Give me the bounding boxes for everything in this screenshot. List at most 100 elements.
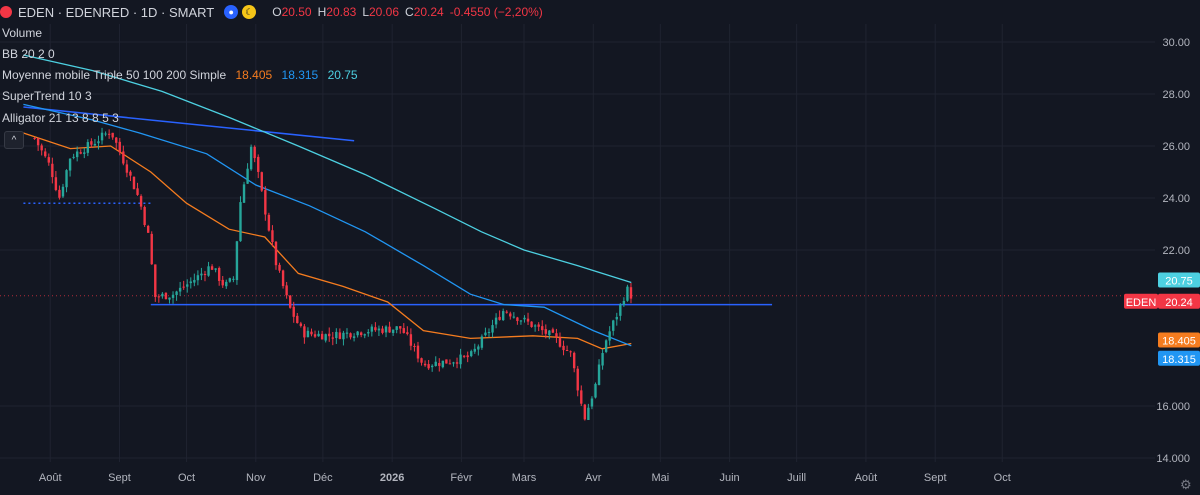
candle-body <box>594 383 597 398</box>
candle-body <box>491 325 494 333</box>
candle-body <box>434 361 437 367</box>
candle-body <box>239 202 242 242</box>
legend-supertrend[interactable]: SuperTrend 10 3 <box>2 89 92 103</box>
ma200-value: 20.75 <box>327 68 358 82</box>
candle-body <box>367 332 370 334</box>
low-value: 20.06 <box>369 5 400 19</box>
candle-body <box>210 266 214 270</box>
legend-ma[interactable]: Moyenne mobile Triple 50 100 200 Simple … <box>2 68 358 82</box>
settings-gear-icon[interactable]: ⚙ <box>1180 477 1192 492</box>
candle-body <box>363 334 366 336</box>
candle-body <box>217 267 221 281</box>
candle-body <box>541 326 544 331</box>
symbol-title[interactable]: EDEN · EDENRED · 1D · SMART <box>18 4 215 20</box>
ma50-value: 18.405 <box>235 68 273 82</box>
candle-body <box>186 284 189 287</box>
y-tick-label: 28.00 <box>1162 89 1190 101</box>
ma100-value: 18.315 <box>281 68 319 82</box>
candle-body <box>558 337 562 347</box>
candle-body <box>242 184 246 203</box>
symbol-price-label-bg <box>1124 293 1158 309</box>
candle-body <box>619 304 622 316</box>
candle-body <box>249 146 253 170</box>
candle-body <box>189 281 192 284</box>
candle-body <box>33 138 36 140</box>
legend-alligator[interactable]: Alligator 21 13 8 8 5 3 <box>2 111 119 125</box>
candle-body <box>161 293 164 297</box>
candle-body <box>441 360 445 368</box>
candle-body <box>196 275 200 281</box>
y-tick-label: 22.00 <box>1162 245 1190 257</box>
trendline <box>23 106 355 142</box>
candle-body <box>68 158 72 171</box>
candle-body <box>455 362 459 364</box>
x-tick-label: Mars <box>512 472 537 484</box>
candle-body <box>306 330 310 338</box>
candle-body <box>178 287 182 292</box>
candle-body <box>359 332 363 336</box>
candle-body <box>278 264 281 271</box>
ma50-price-label-bg <box>1158 332 1200 348</box>
candle-body <box>516 317 519 321</box>
y-tick-label: 14.000 <box>1156 453 1190 465</box>
candle-body <box>246 168 249 184</box>
realtime-icon: ● <box>224 5 239 19</box>
candle-body <box>530 321 533 327</box>
chart-header: EDEN · EDENRED · 1D · SMART ● ☾ O20.50 H… <box>0 0 543 24</box>
x-tick-label: Mai <box>651 472 669 484</box>
x-tick-label: Juin <box>720 472 740 484</box>
candle-body <box>487 332 491 334</box>
market-status[interactable]: ● ☾ <box>224 5 257 19</box>
candle-body <box>303 326 306 338</box>
candle-body <box>519 320 523 322</box>
legend-bb[interactable]: BB 20 2 0 <box>2 47 55 61</box>
candle-body <box>164 292 168 300</box>
candle-body <box>264 190 267 215</box>
candle-body <box>47 157 50 163</box>
x-tick-label: Oct <box>994 472 1011 484</box>
candle-body <box>271 230 274 243</box>
candle-body <box>537 324 540 327</box>
candle-body <box>384 326 388 333</box>
candle-body <box>335 331 338 339</box>
candle-body <box>51 163 54 178</box>
candle-body <box>157 296 161 298</box>
candle-body <box>381 328 384 333</box>
x-tick-label: Oct <box>178 472 195 484</box>
x-tick-label: Déc <box>313 472 333 484</box>
x-tick-label: Août <box>855 472 878 484</box>
candle-body <box>509 313 512 317</box>
candle-body <box>139 196 143 207</box>
candle-body <box>473 348 476 352</box>
candle-body <box>551 329 555 333</box>
candle-body <box>54 177 58 190</box>
candle-body <box>526 318 530 322</box>
candle-body <box>86 142 90 153</box>
candle-body <box>83 152 86 154</box>
candle-body <box>129 171 132 176</box>
candle-body <box>480 336 484 348</box>
candle-body <box>274 241 278 266</box>
change-value: -0.4550 (−2,20%) <box>449 5 543 19</box>
ma100-price-label: 18.315 <box>1162 354 1196 366</box>
candle-body <box>331 337 334 339</box>
y-tick-label: 26.00 <box>1162 141 1190 153</box>
candle-body <box>285 285 288 296</box>
last-price-label-bg <box>1158 293 1200 309</box>
x-tick-label: Sept <box>924 472 947 484</box>
ma100-price-label-bg <box>1158 350 1200 366</box>
x-tick-label: Avr <box>585 472 602 484</box>
candle-body <box>438 363 441 366</box>
candle-body <box>406 332 409 334</box>
legend-volume[interactable]: Volume <box>2 26 43 40</box>
candle-body <box>601 353 604 366</box>
candle-body <box>512 316 516 318</box>
collapse-legend-button[interactable]: ^ <box>4 131 24 149</box>
candle-body <box>374 327 377 331</box>
candle-body <box>104 133 107 135</box>
candle-body <box>576 368 579 391</box>
candle-body <box>154 264 157 297</box>
ma200-line <box>23 54 632 284</box>
